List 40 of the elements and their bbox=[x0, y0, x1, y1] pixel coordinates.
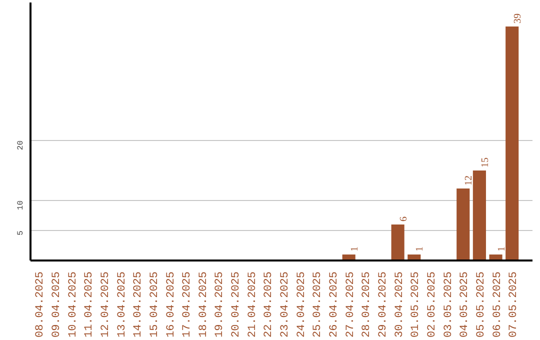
x-tick-label: 11.04.2025 bbox=[84, 271, 96, 338]
x-tick-label: 12.04.2025 bbox=[100, 271, 112, 338]
x-tick-label: 05.05.2025 bbox=[475, 271, 488, 338]
x-tick-label: 29.04.2025 bbox=[377, 271, 390, 338]
y-tick-label: 5 bbox=[16, 230, 26, 236]
x-tick-label: 25.04.2025 bbox=[312, 271, 324, 338]
x-tick-label: 28.04.2025 bbox=[361, 271, 374, 338]
x-tick-label: 17.04.2025 bbox=[182, 271, 194, 338]
x-tick-label: 16.04.2025 bbox=[165, 271, 178, 338]
x-tick-label: 13.04.2025 bbox=[116, 271, 128, 338]
data-label: 6 bbox=[398, 216, 410, 222]
x-tick-label: 01.05.2025 bbox=[410, 271, 422, 338]
x-tick-label: 21.04.2025 bbox=[246, 271, 259, 338]
y-tick-label: 10 bbox=[16, 200, 26, 210]
x-tick-label: 09.04.2025 bbox=[50, 271, 63, 338]
x-tick-label: 22.04.2025 bbox=[263, 271, 276, 338]
y-tick-label: 20 bbox=[16, 140, 26, 150]
x-tick-label: 23.04.2025 bbox=[280, 271, 292, 338]
data-label: 1 bbox=[496, 246, 508, 252]
data-label: 1 bbox=[349, 246, 360, 252]
x-tick-label: 19.04.2025 bbox=[214, 271, 226, 338]
x-tick-label: 06.05.2025 bbox=[492, 271, 504, 338]
data-label: 1 bbox=[414, 246, 426, 252]
data-label: 39 bbox=[512, 14, 524, 24]
x-tick-label: 24.04.2025 bbox=[296, 271, 308, 338]
x-tick-label: 15.04.2025 bbox=[148, 271, 161, 338]
x-tick-label: 04.05.2025 bbox=[459, 271, 472, 338]
x-tick-label: 07.05.2025 bbox=[508, 271, 520, 338]
x-tick-label: 27.04.2025 bbox=[344, 271, 357, 338]
x-tick-label: 18.04.2025 bbox=[198, 271, 210, 338]
data-label: 12 bbox=[464, 176, 475, 186]
x-tick-label: 10.04.2025 bbox=[67, 271, 80, 338]
x-tick-label: 26.04.2025 bbox=[328, 271, 341, 338]
data-label: 15 bbox=[480, 158, 491, 168]
x-tick-label: 14.04.2025 bbox=[132, 271, 145, 338]
x-tick-label: 30.04.2025 bbox=[394, 271, 406, 338]
x-tick-label: 08.04.2025 bbox=[34, 271, 47, 338]
x-tick-label: 03.05.2025 bbox=[442, 271, 455, 338]
x-tick-label: 20.04.2025 bbox=[230, 271, 243, 338]
x-tick-label: 02.05.2025 bbox=[426, 271, 438, 338]
